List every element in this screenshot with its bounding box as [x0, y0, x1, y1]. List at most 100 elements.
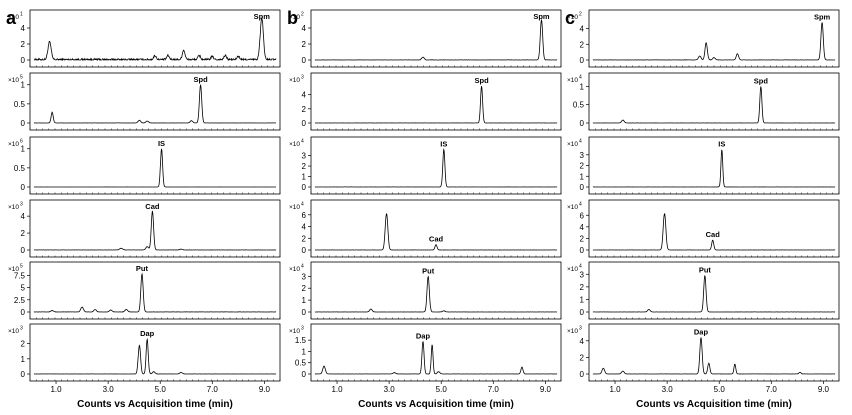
chromatogram-line — [33, 337, 277, 375]
y-tick-label: 0 — [580, 308, 585, 317]
y-scale-base: ×10 — [567, 204, 578, 211]
y-scale-exponent: 4 — [579, 75, 582, 81]
y-scale-exponent: 5 — [20, 75, 23, 81]
y-tick-label: 0 — [302, 308, 307, 317]
y-tick-label: 0 — [580, 183, 585, 192]
y-tick-label: 2 — [302, 105, 307, 114]
trace-frame — [29, 72, 281, 131]
y-tick-label: 2 — [580, 353, 585, 362]
peak-label: IS — [718, 139, 725, 148]
y-tick-label: 4 — [21, 24, 26, 33]
trace-put: ×10 4 0 1 2 3 Put — [289, 261, 562, 320]
y-tick-label: 2 — [580, 40, 585, 49]
y-tick-label: 1 — [580, 172, 585, 181]
chromatogram-line — [314, 341, 558, 375]
y-scale-exponent: 4 — [301, 264, 304, 270]
y-tick-label: 0 — [21, 183, 26, 192]
y-scale-base: ×10 — [289, 14, 300, 21]
y-tick-label: 0 — [302, 119, 307, 128]
y-tick-label: 1 — [302, 296, 307, 305]
trace-dap: ×10 3 0 1 2 Dap — [8, 323, 281, 382]
x-axis-label: Counts vs Acquisition time (min) — [358, 399, 514, 410]
y-tick-label: 2 — [21, 229, 26, 238]
trace-frame — [310, 136, 562, 195]
y-tick-label: 0 — [302, 183, 307, 192]
y-scale-base: ×10 — [8, 141, 19, 148]
trace-is: ×10 4 01 23 IS — [289, 136, 562, 195]
y-tick-label: 2 — [580, 162, 585, 171]
trace-is: ×10 6 0 0.5 1 IS — [8, 136, 281, 195]
trace-frame — [588, 72, 840, 131]
x-tick-label: 5.0 — [436, 385, 448, 394]
y-tick-label: 2 — [302, 40, 307, 49]
y-tick-label: 3 — [580, 270, 585, 279]
peak-label: IS — [158, 139, 165, 148]
y-tick-label: 1 — [302, 347, 307, 356]
trace-frame — [310, 261, 562, 320]
peak-label: Cad — [145, 202, 160, 211]
chromatogram-line — [33, 16, 277, 62]
y-scale-base: ×10 — [8, 77, 19, 84]
peak-label: Put — [422, 266, 435, 275]
y-tick-label: 2 — [21, 40, 26, 49]
panel-letter: c — [565, 8, 575, 28]
chromatogram-line — [314, 86, 558, 124]
y-tick-label: 1 — [580, 82, 585, 91]
peak-label: Cad — [429, 235, 444, 244]
x-tick-label: 7.0 — [207, 385, 219, 394]
y-tick-label: 1 — [21, 145, 26, 154]
y-scale-base: ×10 — [289, 77, 300, 84]
x-tick-label: 3.0 — [384, 385, 396, 394]
trace-spm: ×10 1 0 2 4 Spm — [8, 9, 281, 68]
y-tick-label: 2 — [580, 234, 585, 243]
x-tick-label: 1.0 — [609, 385, 621, 394]
y-tick-label: 0 — [21, 370, 26, 379]
x-axis-label: Counts vs Acquisition time (min) — [636, 399, 792, 410]
chromatogram-line — [33, 272, 277, 313]
peak-label: Spd — [474, 76, 489, 85]
chromatogram-line — [592, 213, 836, 251]
y-scale-exponent: 2 — [579, 12, 582, 18]
trace-spd: ×10 5 0 0.5 1 Spd — [8, 72, 281, 131]
trace-dap: ×10 3 0 0.5 1 1.5 Dap — [289, 323, 562, 382]
y-scale-base: ×10 — [567, 141, 578, 148]
panel-letter: b — [287, 8, 298, 28]
y-tick-label: 2 — [302, 284, 307, 293]
trace-cad: ×10 3 0 2 4 Cad — [8, 199, 281, 258]
chromatogram-line — [314, 213, 558, 251]
y-tick-label: 4 — [302, 24, 307, 33]
y-tick-label: 2.5 — [14, 296, 26, 305]
y-tick-label: 1 — [302, 173, 307, 182]
trace-frame — [588, 9, 840, 68]
trace-frame — [310, 199, 562, 258]
y-scale-exponent: 4 — [579, 139, 582, 145]
y-tick-label: 2 — [21, 340, 26, 349]
y-scale-exponent: 1 — [20, 12, 23, 18]
peak-label: Spd — [193, 75, 208, 84]
y-tick-label: 7.5 — [14, 271, 26, 280]
y-tick-label: 3 — [580, 151, 585, 160]
y-tick-label: 0.5 — [14, 164, 26, 173]
x-tick-label: 5.0 — [714, 385, 726, 394]
peak-label: Spm — [814, 12, 831, 21]
peak-label: Cad — [706, 230, 721, 239]
peak-label: Spd — [754, 76, 769, 85]
y-scale-exponent: 3 — [301, 326, 304, 332]
y-tick-label: 0 — [580, 119, 585, 128]
y-scale-base: ×10 — [8, 328, 19, 335]
y-scale-base: ×10 — [8, 266, 19, 273]
trace-put: ×10 4 0 1 2 3 Put — [567, 261, 840, 320]
y-tick-label: 1 — [21, 355, 26, 364]
x-tick-label: 1.0 — [331, 385, 343, 394]
y-tick-label: 1 — [580, 295, 585, 304]
y-tick-label: 0 — [21, 119, 26, 128]
y-tick-label: 0 — [302, 56, 307, 65]
trace-frame — [29, 136, 281, 195]
trace-dap: ×10 3 0 2 4 Dap — [567, 323, 840, 382]
chromatogram-line — [592, 22, 836, 61]
